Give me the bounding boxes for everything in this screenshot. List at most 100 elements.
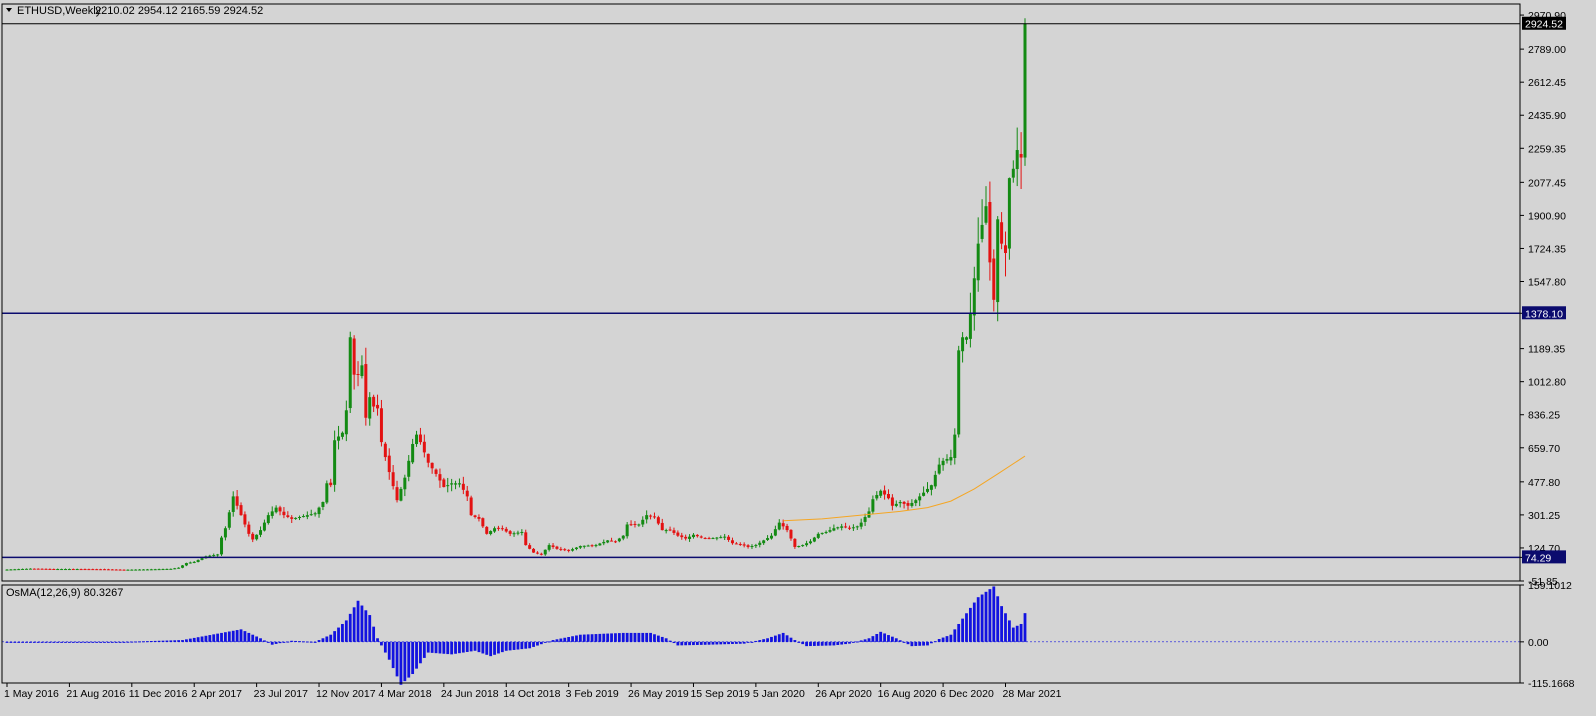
x-tick-label: 26 Apr 2020 (815, 688, 872, 700)
osma-bar (286, 641, 290, 643)
osma-bar (649, 632, 652, 642)
osma-bar (863, 639, 867, 642)
osma-bar (547, 641, 551, 643)
candle-body (290, 517, 294, 519)
candle (668, 526, 672, 532)
candle (933, 470, 937, 489)
osma-bar (99, 641, 103, 643)
candle-body (906, 503, 910, 506)
osma-bar (727, 641, 730, 645)
osma-bar (356, 600, 360, 642)
osma-bar (805, 641, 808, 647)
symbol-timeframe-label: ETHUSD,Weekly (17, 5, 102, 17)
candle (762, 539, 766, 545)
candle-body (227, 512, 231, 528)
osma-bar (477, 641, 481, 653)
osma-bar (984, 591, 988, 642)
candle (122, 569, 126, 571)
candle (543, 549, 547, 556)
candle (914, 498, 918, 507)
candle-body (964, 337, 968, 340)
candle-body (294, 517, 298, 519)
osma-bar (68, 641, 71, 643)
candle-body (91, 569, 95, 571)
osma-bar (1000, 606, 1003, 642)
candle-body (165, 568, 169, 570)
candle-body (508, 531, 512, 534)
candle (181, 564, 185, 569)
candle (781, 519, 785, 530)
osma-bar (645, 632, 649, 642)
candle-body (286, 515, 290, 517)
osma-bar (742, 641, 746, 644)
osma-bar (204, 635, 208, 642)
osma-y-tick-label: 159.1012 (1528, 580, 1572, 592)
candle (719, 535, 723, 539)
candle-body (801, 545, 805, 547)
osma-bar (883, 633, 886, 642)
candle-body (719, 537, 723, 539)
candle (929, 484, 933, 496)
candle-body (95, 569, 99, 571)
candle (259, 526, 263, 538)
osma-bar (56, 641, 60, 643)
candle-body (177, 567, 181, 569)
osma-bar (126, 641, 130, 643)
candle-body (680, 535, 684, 538)
candle (60, 568, 64, 571)
candle-body (504, 528, 508, 532)
price-tag-label: 74.29 (1525, 552, 1551, 564)
candle (945, 454, 949, 464)
osma-bar (695, 641, 699, 645)
osma-bar (949, 634, 953, 642)
candle (317, 506, 321, 518)
candle (711, 537, 715, 540)
candle (968, 292, 972, 348)
candle-body (142, 569, 146, 571)
candle-body (243, 514, 247, 525)
candle (430, 462, 434, 474)
x-tick-label: 5 Jan 2020 (753, 688, 805, 700)
candle (481, 517, 485, 529)
candle (660, 518, 664, 531)
candle-body (340, 432, 344, 437)
candle-body (516, 532, 520, 534)
osma-bar (660, 636, 664, 642)
candle (520, 529, 524, 536)
osma-bar (688, 641, 691, 646)
candle-body (555, 546, 559, 549)
candle-body (259, 530, 263, 535)
candle (824, 530, 828, 535)
candle (707, 536, 711, 540)
osma-bar (918, 641, 922, 646)
candle (173, 567, 177, 570)
candle-body (851, 527, 855, 529)
candle (672, 527, 676, 536)
candle (309, 509, 313, 516)
candle-body (153, 569, 157, 571)
osma-bar (290, 640, 294, 642)
candle (13, 568, 17, 571)
candle (551, 543, 555, 549)
dropdown-triangle-icon[interactable] (6, 8, 12, 12)
x-tick-label: 21 Aug 2016 (66, 688, 125, 700)
osma-bar (442, 641, 446, 654)
candle-body (914, 500, 918, 504)
osma-bar (610, 633, 613, 642)
osma-bar (161, 640, 165, 642)
candle-body (773, 529, 777, 536)
candle-body (477, 517, 481, 519)
osma-bar (879, 631, 883, 642)
osma-bar (305, 641, 309, 643)
candle (426, 453, 430, 468)
candle (992, 249, 996, 312)
osma-bar (368, 615, 372, 642)
osma-bar (227, 631, 231, 642)
candle (192, 561, 196, 564)
osma-bar (454, 641, 457, 654)
candle (212, 553, 216, 557)
osma-bar (996, 596, 1000, 642)
price-tag-label: 1378.10 (1525, 308, 1563, 320)
